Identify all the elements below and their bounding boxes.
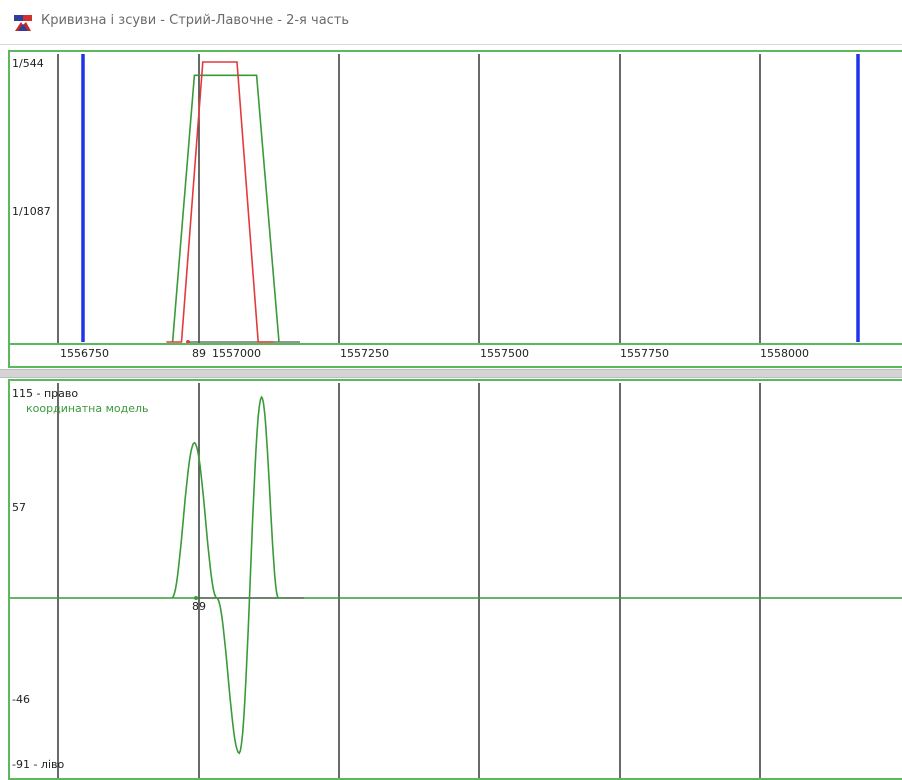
- panel-splitter[interactable]: [0, 369, 902, 378]
- x-tick-label: 1557250: [340, 347, 389, 360]
- model-curvature-line: [171, 74, 280, 343]
- zero-marker-label: 89: [192, 600, 206, 613]
- shift-chart: 115 - право координатна модель 57 89 -46…: [10, 383, 902, 778]
- shift-chart-panel[interactable]: 115 - право координатна модель 57 89 -46…: [8, 379, 902, 780]
- app-logo-icon: [13, 13, 33, 33]
- y-tick-left-min: -91 - ліво: [12, 758, 64, 771]
- y-tick-57: 57: [12, 501, 26, 514]
- y-tick-1-544: 1/544: [12, 57, 44, 70]
- legend-coordinate-model: координатна модель: [26, 402, 149, 415]
- coordinate-model-line: [171, 395, 284, 755]
- x-tick-label: 1557750: [620, 347, 669, 360]
- x-tick-label: 1557000: [212, 347, 261, 360]
- x-tick-label: 1558000: [760, 347, 809, 360]
- y-tick-minus-46: -46: [12, 693, 30, 706]
- start-marker-label: 89: [192, 347, 206, 360]
- curvature-chart-panel[interactable]: 1556750 1557000 1557250 1557500 1557750 15580…: [8, 50, 902, 368]
- window-title: Кривизна і зсуви - Стрий-Лавочне - 2-я ч…: [41, 13, 350, 28]
- x-tick-label: 1557500: [480, 347, 529, 360]
- y-tick-1-1087: 1/1087: [12, 205, 51, 218]
- x-tick-label: 1556750: [60, 347, 109, 360]
- design-curvature-line: [166, 61, 274, 343]
- window-titlebar: Кривизна і зсуви - Стрий-Лавочне - 2-я ч…: [0, 0, 902, 45]
- curvature-chart: 1556750 1557000 1557250 1557500 1557750 15580…: [10, 54, 902, 366]
- y-tick-right-max: 115 - право: [12, 387, 78, 400]
- start-point: [194, 596, 198, 600]
